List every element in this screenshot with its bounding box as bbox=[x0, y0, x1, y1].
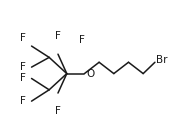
Text: F: F bbox=[20, 33, 26, 43]
Text: Br: Br bbox=[156, 55, 167, 65]
Text: F: F bbox=[20, 62, 26, 72]
Text: F: F bbox=[55, 106, 61, 116]
Text: F: F bbox=[55, 31, 61, 41]
Text: F: F bbox=[20, 73, 26, 83]
Text: F: F bbox=[20, 96, 26, 106]
Text: O: O bbox=[87, 69, 95, 79]
Text: F: F bbox=[79, 35, 84, 45]
